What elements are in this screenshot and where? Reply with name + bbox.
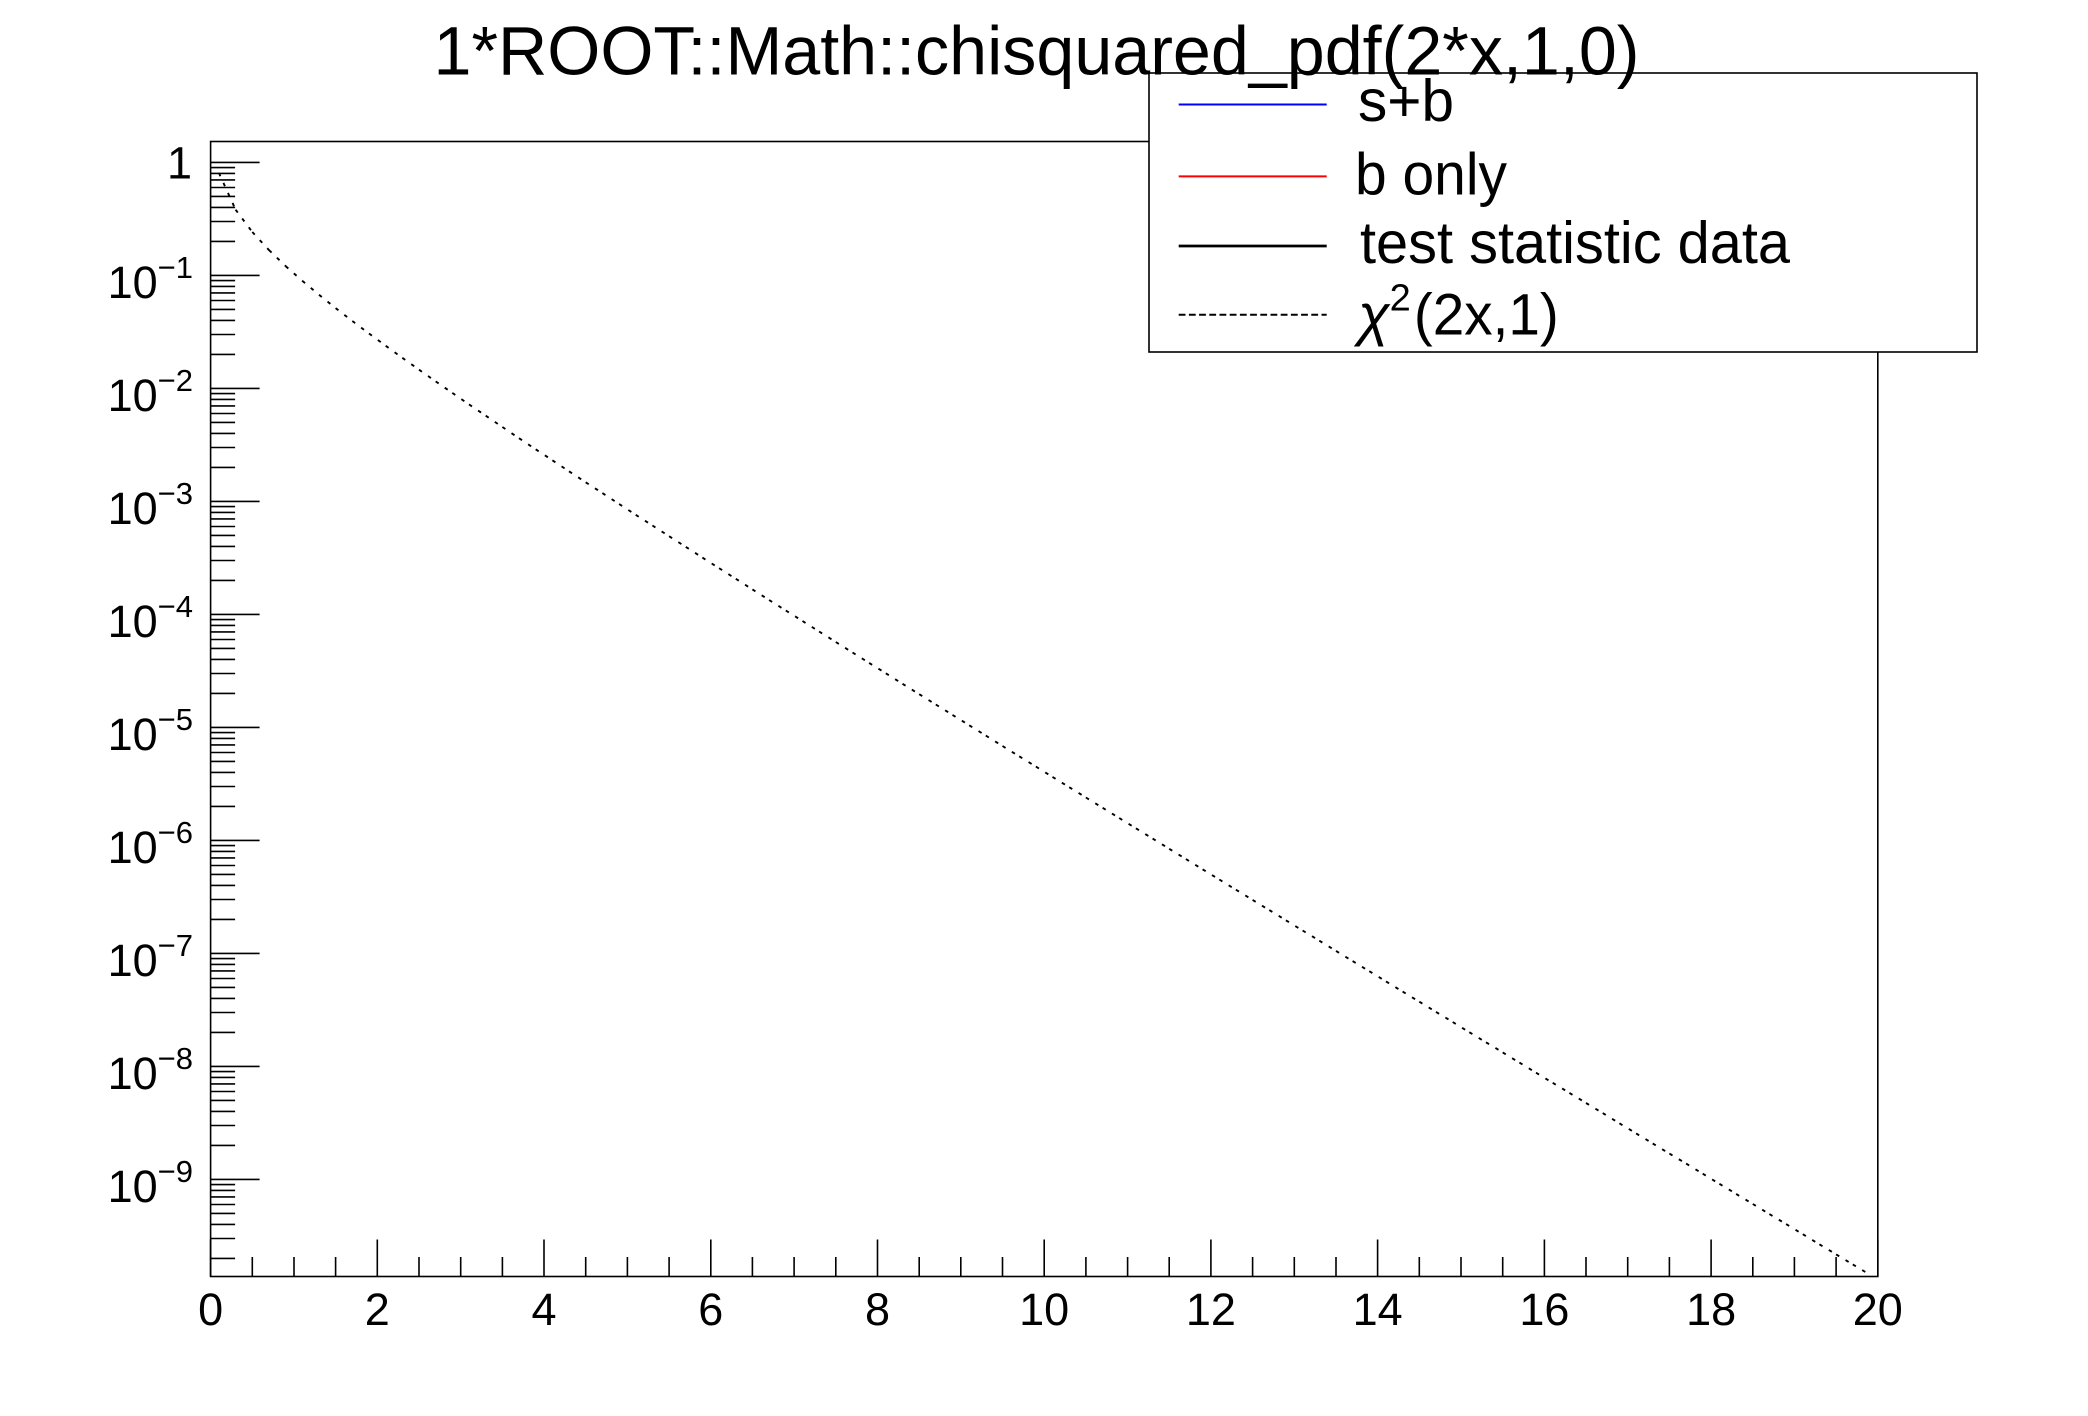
svg-text:0: 0: [198, 1284, 223, 1335]
svg-text:s+b: s+b: [1358, 68, 1454, 134]
svg-text:12: 12: [1186, 1284, 1236, 1335]
svg-text:10−9: 10−9: [108, 1154, 193, 1212]
svg-text:6: 6: [698, 1284, 723, 1335]
svg-text:4: 4: [531, 1284, 556, 1335]
svg-text:10: 10: [1019, 1284, 1069, 1335]
svg-text:20: 20: [1853, 1284, 1903, 1335]
svg-text:10−1: 10−1: [108, 250, 193, 308]
svg-text:b only: b only: [1355, 141, 1507, 207]
svg-text:χ2(2x,1): χ2(2x,1): [1353, 278, 1559, 348]
svg-text:2: 2: [365, 1284, 390, 1335]
svg-text:test statistic data: test statistic data: [1360, 210, 1790, 276]
svg-text:16: 16: [1519, 1284, 1569, 1335]
svg-text:8: 8: [865, 1284, 890, 1335]
svg-text:18: 18: [1686, 1284, 1736, 1335]
svg-text:14: 14: [1353, 1284, 1403, 1335]
svg-text:1: 1: [167, 137, 192, 188]
svg-text:1*ROOT::Math::chisquared_pdf(2: 1*ROOT::Math::chisquared_pdf(2*x,1,0): [434, 12, 1640, 89]
svg-text:10−3: 10−3: [108, 476, 193, 534]
